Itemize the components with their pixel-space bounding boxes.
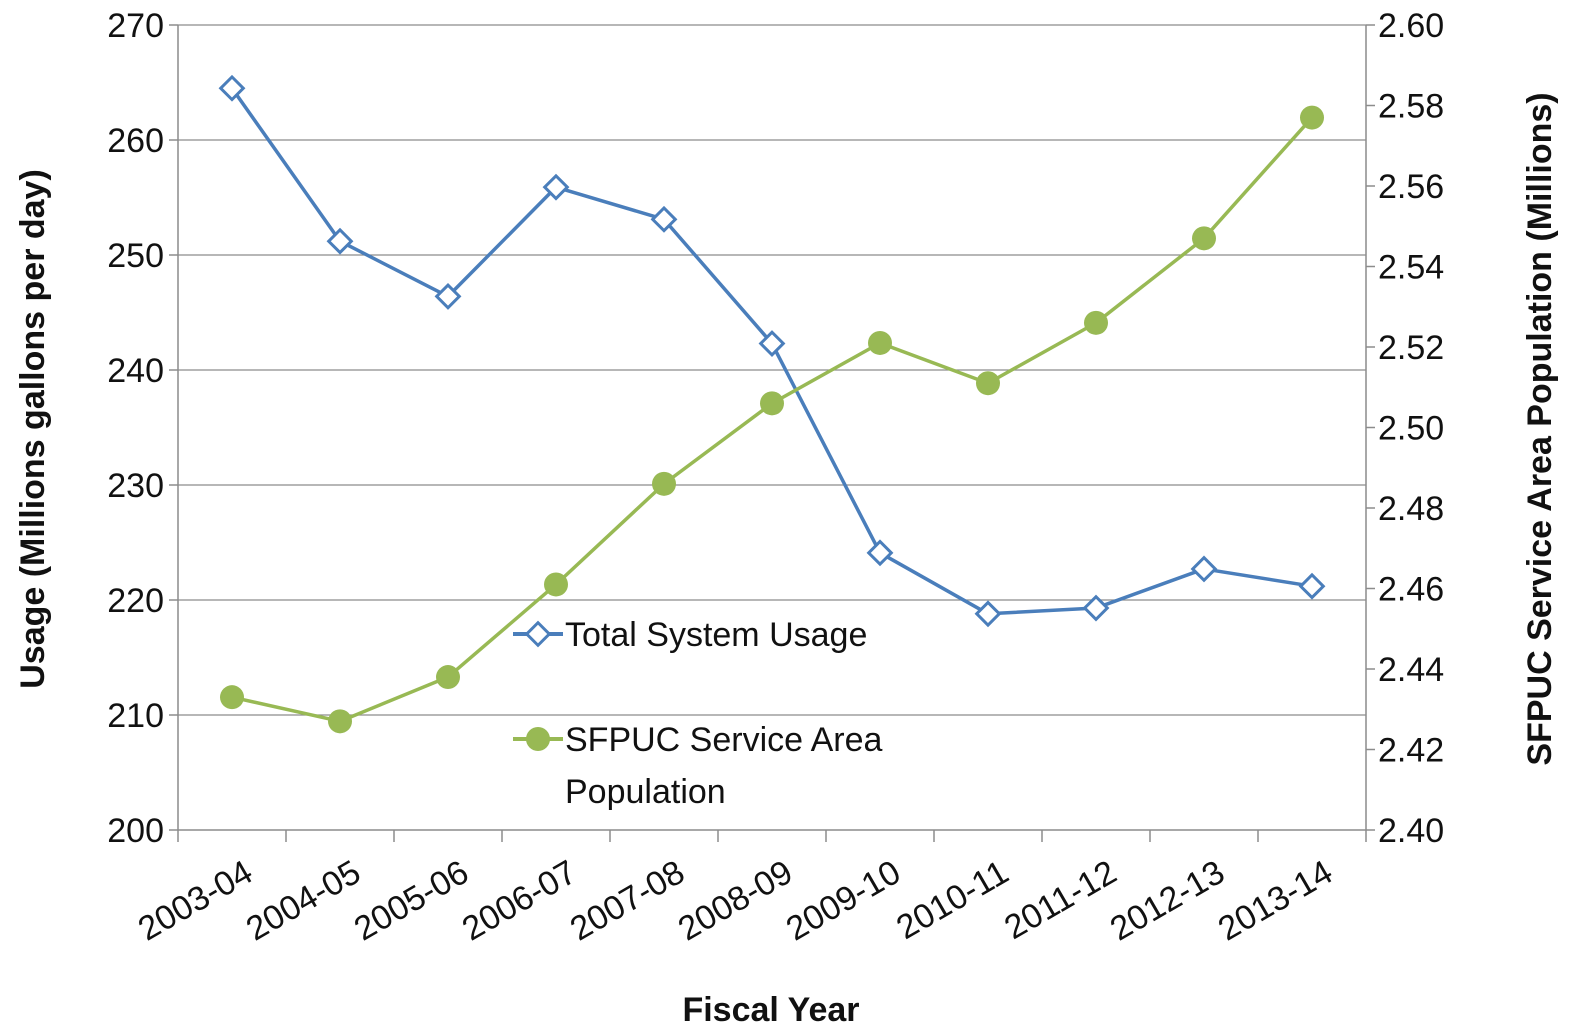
- x-tick-label: 2010-11: [890, 853, 1015, 947]
- x-tick-label: 2011-12: [998, 853, 1123, 947]
- usage-point: [326, 227, 354, 255]
- left-tick-label: 270: [107, 7, 164, 45]
- population-point: [328, 709, 352, 734]
- usage-point: [542, 173, 570, 201]
- usage-point: [1190, 555, 1218, 583]
- population-point: [1084, 310, 1108, 335]
- left-tick-label: 220: [107, 582, 164, 620]
- right-tick-label: 2.48: [1378, 490, 1444, 528]
- population-point: [868, 330, 892, 355]
- population-point: [1300, 105, 1324, 130]
- right-tick-label: 2.44: [1378, 651, 1444, 689]
- legend-usage-label: Total System Usage: [565, 616, 867, 654]
- x-tick-label: 2003-04: [132, 853, 259, 948]
- legend-item-usage: Total System Usage: [513, 616, 867, 654]
- usage-point: [650, 205, 678, 233]
- usage-point: [758, 330, 786, 357]
- axes: [177, 25, 1367, 831]
- usage-point: [218, 74, 246, 102]
- population-point: [544, 572, 568, 597]
- x-axis-title: Fiscal Year: [682, 991, 859, 1029]
- legend-population-label-line2: Population: [565, 773, 726, 811]
- legend-population-label-line1: SFPUC Service Area: [565, 721, 883, 759]
- population-point: [760, 391, 784, 416]
- left-axis-ticks: 200 210 220 230 240 250 260 270: [107, 7, 178, 850]
- population-point: [1192, 226, 1216, 251]
- right-tick-label: 2.52: [1378, 329, 1444, 367]
- horizontal-gridlines: [178, 24, 1366, 716]
- x-tick-label: 2004-05: [240, 853, 367, 948]
- right-tick-label: 2.58: [1378, 88, 1444, 126]
- legend-item-population: SFPUC Service Area Population: [513, 721, 883, 811]
- x-tick-label: 2006-07: [456, 853, 583, 948]
- usage-point: [1082, 594, 1110, 622]
- right-tick-label: 2.46: [1378, 571, 1444, 609]
- y2-axis-title: SFPUC Service Area Population (Millions): [1521, 92, 1559, 765]
- left-tick-label: 240: [107, 352, 164, 390]
- x-tick-label: 2007-08: [564, 853, 691, 948]
- x-tick-label: 2008-09: [672, 853, 799, 948]
- legend-population-marker: [526, 727, 550, 751]
- usage-point: [974, 600, 1002, 628]
- y-axis-title: Usage (Millions gallons per day): [14, 169, 52, 689]
- x-tick-label: 2005-06: [348, 853, 475, 948]
- left-tick-label: 200: [107, 812, 164, 850]
- right-tick-label: 2.42: [1378, 732, 1444, 770]
- population-point: [436, 665, 460, 690]
- right-tick-label: 2.50: [1378, 410, 1444, 448]
- usage-point: [866, 539, 894, 567]
- x-tick-label: 2013-14: [1212, 853, 1339, 948]
- population-point: [976, 371, 1000, 396]
- x-axis-ticks: 2003-042004-052005-062006-072007-082008-…: [132, 830, 1367, 948]
- left-tick-label: 210: [107, 697, 164, 735]
- population-point: [652, 471, 676, 496]
- x-tick-label: 2009-10: [780, 853, 907, 948]
- usage-point: [1298, 572, 1326, 600]
- legend-usage-marker: [524, 620, 552, 648]
- left-tick-label: 260: [107, 122, 164, 160]
- legend: Total System Usage SFPUC Service Area Po…: [513, 616, 883, 811]
- left-tick-label: 250: [107, 237, 164, 275]
- population-point: [220, 685, 244, 710]
- right-axis-ticks: 2.40 2.42 2.44 2.46 2.48 2.50 2.52 2.54 2.56 2.58…: [1366, 7, 1444, 850]
- right-tick-label: 2.40: [1378, 812, 1444, 850]
- right-tick-label: 2.54: [1378, 249, 1444, 287]
- right-tick-label: 2.60: [1378, 7, 1444, 45]
- x-tick-label: 2012-13: [1104, 853, 1231, 948]
- usage-point: [434, 282, 462, 310]
- left-tick-label: 230: [107, 467, 164, 505]
- right-tick-label: 2.56: [1378, 168, 1444, 206]
- series-lines: [218, 74, 1326, 734]
